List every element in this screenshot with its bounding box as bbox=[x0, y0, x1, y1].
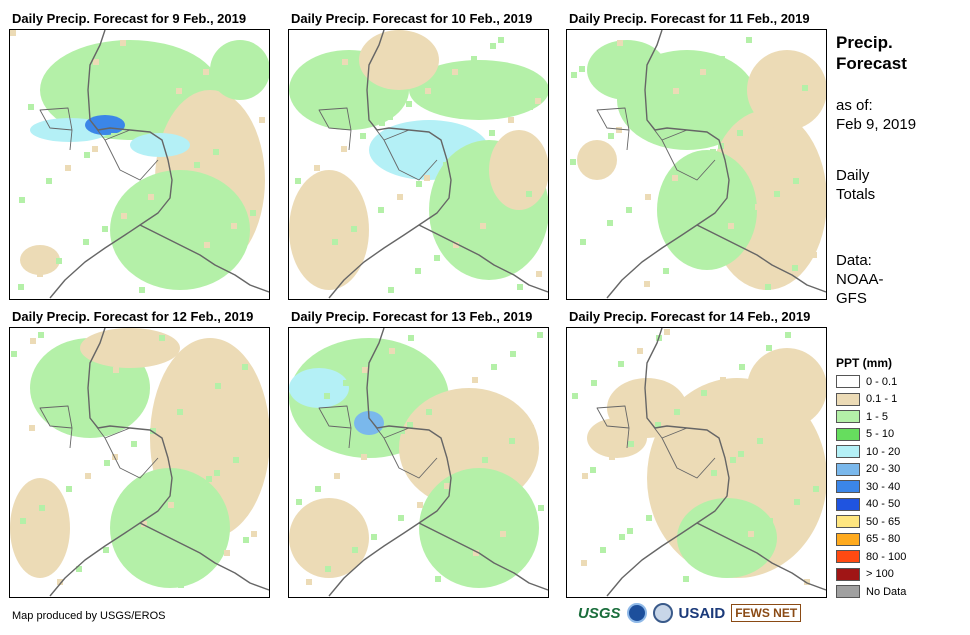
legend-swatch bbox=[836, 480, 860, 494]
agency-logos: USGS USAID FEWS NET bbox=[578, 603, 802, 623]
as-of-label: as of: bbox=[836, 97, 873, 114]
map-canvas bbox=[10, 30, 269, 299]
legend-label: > 100 bbox=[866, 568, 894, 581]
legend-label: 50 - 65 bbox=[866, 515, 901, 528]
legend-swatch bbox=[836, 462, 860, 476]
legend-swatch bbox=[836, 532, 860, 546]
as-of-date: as of: Feb 9, 2019 bbox=[836, 96, 916, 134]
legend-swatch bbox=[836, 445, 860, 459]
forecast-map-1 bbox=[9, 29, 270, 300]
noaa-logo-icon bbox=[626, 603, 647, 623]
legend-label: 80 - 100 bbox=[866, 550, 907, 563]
data-source: Data: NOAA- GFS bbox=[836, 251, 884, 308]
forecast-map-5 bbox=[288, 327, 549, 598]
legend-label: 30 - 40 bbox=[866, 480, 901, 493]
map-canvas bbox=[289, 30, 548, 299]
panel-title-4: Daily Precip. Forecast for 12 Feb., 2019 bbox=[12, 309, 254, 324]
data-source-line2: NOAA- bbox=[836, 271, 884, 288]
legend-item: > 100 bbox=[836, 566, 906, 584]
panel-title-1: Daily Precip. Forecast for 9 Feb., 2019 bbox=[12, 11, 247, 26]
legend-label: 5 - 10 bbox=[866, 428, 895, 441]
legend-label: 1 - 5 bbox=[866, 410, 889, 423]
map-canvas bbox=[570, 30, 826, 299]
legend-item: 1 - 5 bbox=[836, 408, 906, 426]
forecast-map-2 bbox=[288, 29, 549, 300]
data-source-line3: GFS bbox=[836, 290, 867, 307]
precip-legend: PPT (mm) 0 - 0.1 0.1 - 1 1 - 5 5 - 10 10 - 2… bbox=[836, 356, 906, 601]
legend-swatch bbox=[836, 497, 860, 511]
map-canvas bbox=[10, 328, 269, 597]
side-title-line1: Precip. bbox=[836, 33, 893, 52]
daily-totals-line2: Totals bbox=[836, 186, 876, 203]
legend-item: 40 - 50 bbox=[836, 496, 906, 514]
usgs-logo: USGS bbox=[578, 604, 621, 622]
map-canvas bbox=[289, 328, 548, 597]
legend-label: 20 - 30 bbox=[866, 463, 901, 476]
legend-item: 20 - 30 bbox=[836, 461, 906, 479]
legend-label: 0.1 - 1 bbox=[866, 393, 898, 406]
legend-swatch bbox=[836, 550, 860, 564]
legend-swatch bbox=[836, 392, 860, 406]
legend-item: 80 - 100 bbox=[836, 548, 906, 566]
legend-item: 30 - 40 bbox=[836, 478, 906, 496]
legend-label: 0 - 0.1 bbox=[866, 375, 898, 388]
data-source-line1: Data: bbox=[836, 252, 872, 269]
legend-swatch bbox=[836, 410, 860, 424]
side-title: Precip. Forecast bbox=[836, 32, 907, 74]
fews-net-logo: FEWS NET bbox=[731, 604, 802, 622]
legend-item: No Data bbox=[836, 583, 906, 601]
side-title-line2: Forecast bbox=[836, 54, 907, 73]
legend-swatch bbox=[836, 567, 860, 581]
panel-title-6: Daily Precip. Forecast for 14 Feb., 2019 bbox=[569, 309, 811, 324]
legend-item: 50 - 65 bbox=[836, 513, 906, 531]
legend-rows: 0 - 0.1 0.1 - 1 1 - 5 5 - 10 10 - 20 20 - 30 3… bbox=[836, 373, 906, 601]
legend-label: 10 - 20 bbox=[866, 445, 901, 458]
usaid-logo: USAID bbox=[678, 604, 726, 622]
daily-totals-line1: Daily bbox=[836, 167, 870, 184]
panel-title-2: Daily Precip. Forecast for 10 Feb., 2019 bbox=[291, 11, 533, 26]
state-dept-seal-icon bbox=[652, 603, 673, 623]
daily-totals-label: Daily Totals bbox=[836, 166, 875, 204]
legend-label: 65 - 80 bbox=[866, 533, 901, 546]
map-credit: Map produced by USGS/EROS bbox=[12, 610, 166, 622]
legend-swatch bbox=[836, 375, 860, 389]
legend-item: 0.1 - 1 bbox=[836, 391, 906, 409]
legend-label: No Data bbox=[866, 585, 907, 598]
legend-swatch bbox=[836, 585, 860, 599]
legend-item: 65 - 80 bbox=[836, 531, 906, 549]
forecast-map-3 bbox=[566, 29, 827, 300]
as-of-value: Feb 9, 2019 bbox=[836, 116, 917, 133]
legend-item: 5 - 10 bbox=[836, 426, 906, 444]
legend-item: 10 - 20 bbox=[836, 443, 906, 461]
forecast-map-4 bbox=[9, 327, 270, 598]
legend-item: 0 - 0.1 bbox=[836, 373, 906, 391]
map-canvas bbox=[572, 328, 826, 597]
panel-title-3: Daily Precip. Forecast for 11 Feb., 2019 bbox=[569, 11, 810, 26]
legend-swatch bbox=[836, 515, 860, 529]
legend-swatch bbox=[836, 427, 860, 441]
legend-label: 40 - 50 bbox=[866, 498, 901, 511]
forecast-map-6 bbox=[566, 327, 827, 598]
legend-title: PPT (mm) bbox=[836, 356, 893, 370]
panel-title-5: Daily Precip. Forecast for 13 Feb., 2019 bbox=[291, 309, 533, 324]
